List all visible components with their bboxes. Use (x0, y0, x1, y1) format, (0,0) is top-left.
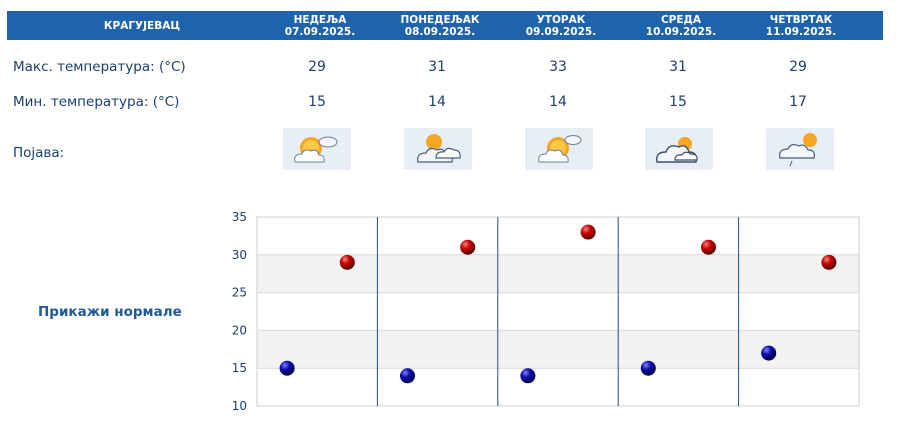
grid-band (257, 368, 859, 406)
y-tick-label: 35 (232, 210, 247, 224)
weather-label: Појава: (13, 145, 65, 161)
min-temp-marker (520, 368, 536, 384)
max-temp-marker (339, 254, 355, 270)
day-name: СРЕДА (660, 14, 702, 26)
max-temp-value: 29 (789, 59, 807, 75)
y-tick-label: 20 (232, 323, 247, 337)
min-temp-marker (279, 360, 295, 376)
max-temp-marker (701, 239, 716, 255)
min-temp-value: 17 (789, 94, 807, 110)
max-temp-marker (580, 224, 596, 240)
forecast-header: КРАГУЈЕВАЦ НЕДЕЉА 07.09.2025. ПОНЕДЕЉАК … (7, 11, 883, 40)
day-name: ПОНЕДЕЉАК (400, 14, 480, 26)
grid-band (257, 217, 859, 255)
min-temp-marker (400, 368, 415, 384)
y-tick-label: 15 (232, 361, 247, 375)
max-temp-marker (460, 239, 476, 255)
day-date: 09.09.2025. (525, 26, 597, 38)
min-temp-value: 14 (549, 94, 567, 110)
city-name: КРАГУЈЕВАЦ (103, 20, 181, 32)
max-temp-value: 31 (428, 59, 446, 75)
grid-band (257, 254, 859, 293)
day-date: 11.09.2025. (765, 26, 837, 38)
sun-cloud-icon (283, 128, 351, 170)
max-temp-marker (821, 254, 837, 270)
day-header: НЕДЕЉА 07.09.2025. (270, 11, 370, 40)
partly-cloudy-icon (404, 128, 472, 170)
day-header: СРЕДА 10.09.2025. (631, 11, 731, 40)
day-date: 07.09.2025. (284, 26, 356, 38)
day-name: НЕДЕЉА (293, 14, 347, 26)
min-temp-value: 15 (669, 94, 687, 110)
min-temp-value: 14 (428, 94, 446, 110)
sun-cloud-icon (525, 128, 593, 170)
max-temp-value: 29 (308, 59, 326, 75)
day-date: 10.09.2025. (645, 26, 717, 38)
min-temp-marker (640, 360, 656, 376)
min-temp-marker (761, 345, 777, 361)
plot-frame (256, 216, 860, 407)
y-tick-label: 10 (232, 399, 247, 413)
grid-band (257, 292, 859, 331)
day-header: ПОНЕДЕЉАК 08.09.2025. (390, 11, 490, 40)
cloud-rain-icon (766, 128, 834, 170)
day-header: УТОРАК 09.09.2025. (511, 11, 611, 40)
y-tick-label: 25 (232, 286, 247, 300)
grid-band (257, 330, 859, 369)
min-temp-value: 15 (308, 94, 326, 110)
show-normals-link[interactable]: Прикажи нормале (38, 304, 182, 320)
min-temp-label: Мин. температура: (°C) (13, 94, 180, 110)
day-name: УТОРАК (536, 14, 586, 26)
max-temp-value: 33 (549, 59, 567, 75)
max-temp-label: Макс. температура: (°C) (13, 59, 186, 75)
day-header: ЧЕТВРТАК 11.09.2025. (751, 11, 851, 40)
day-name: ЧЕТВРТАК (769, 14, 833, 26)
cloudy-sun-icon (645, 128, 713, 170)
day-date: 08.09.2025. (404, 26, 476, 38)
max-temp-value: 31 (669, 59, 687, 75)
y-tick-label: 30 (232, 248, 247, 262)
